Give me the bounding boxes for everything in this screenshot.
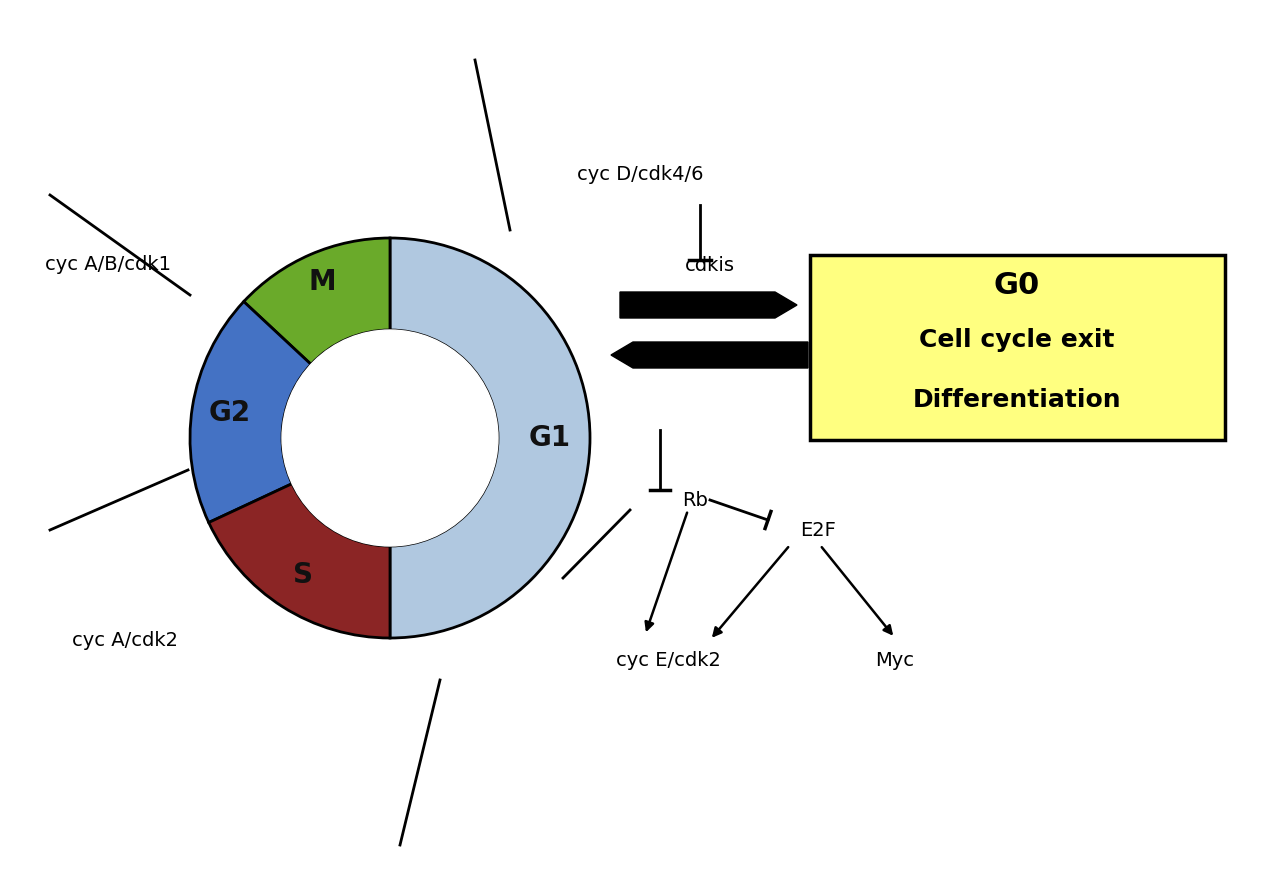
Wedge shape [243, 238, 390, 364]
Text: Differentiation: Differentiation [913, 388, 1121, 412]
Wedge shape [390, 238, 590, 638]
Text: Rb: Rb [682, 491, 708, 510]
Text: Cell cycle exit: Cell cycle exit [919, 328, 1115, 352]
Text: E2F: E2F [800, 520, 836, 540]
Text: G2: G2 [209, 399, 251, 427]
Text: cyc D/cdk4/6: cyc D/cdk4/6 [577, 166, 703, 185]
Text: cyc A/B/cdk1: cyc A/B/cdk1 [45, 256, 172, 274]
Text: cdkis: cdkis [685, 256, 735, 275]
Text: G1: G1 [529, 424, 571, 452]
FancyBboxPatch shape [810, 255, 1225, 440]
Text: cyc A/cdk2: cyc A/cdk2 [72, 631, 178, 649]
Text: G0: G0 [993, 271, 1041, 300]
Text: cyc E/cdk2: cyc E/cdk2 [616, 651, 721, 669]
Wedge shape [209, 484, 390, 638]
Circle shape [282, 330, 498, 546]
FancyArrow shape [620, 292, 797, 318]
Wedge shape [189, 301, 311, 522]
Text: M: M [308, 268, 337, 296]
FancyArrow shape [611, 342, 808, 368]
Text: Myc: Myc [876, 651, 914, 669]
Text: S: S [293, 561, 312, 589]
